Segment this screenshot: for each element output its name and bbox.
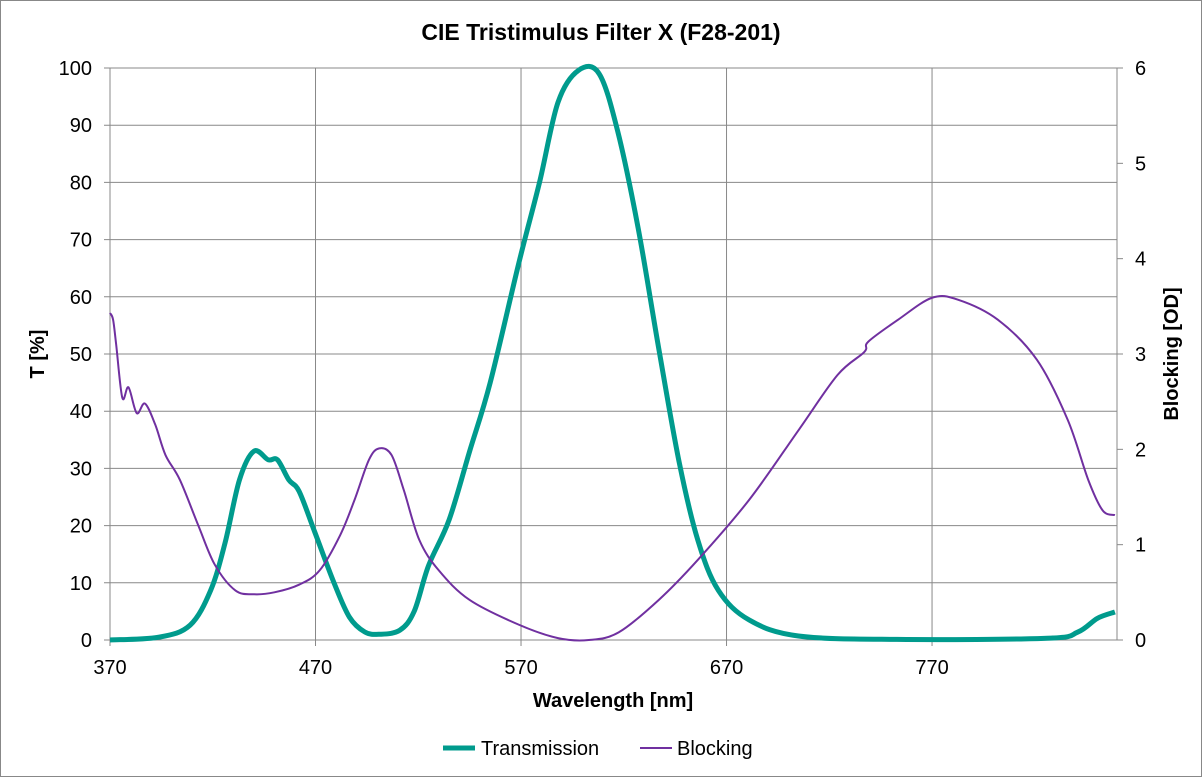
y-tick-label: 80 [70,172,92,194]
chart-title: CIE Tristimulus Filter X (F28-201) [421,19,780,45]
x-tick-label: 470 [299,657,332,679]
y2-tick-label: 0 [1135,630,1146,652]
y2-tick-label: 4 [1135,249,1146,271]
y-tick-label: 50 [70,344,92,366]
x-tick-label: 770 [915,657,948,679]
x-axis-label: Wavelength [nm] [533,690,693,712]
series-line-blocking [109,294,1116,642]
x-tick-label: 670 [710,657,743,679]
legend-label-transmission: Transmission [481,738,599,760]
y2-tick-label: 1 [1135,535,1146,557]
y-tick-label: 60 [70,287,92,309]
series-line-transmission [109,63,1116,643]
y2-tick-label: 5 [1135,153,1146,175]
y-tick-label: 40 [70,401,92,423]
y-tick-label: 30 [70,458,92,480]
y2-tick-label: 2 [1135,439,1146,461]
x-tick-label: 570 [504,657,537,679]
y-tick-label: 20 [70,516,92,538]
y2-axis-label: Blocking [OD] [1161,287,1183,420]
y-tick-label: 90 [70,115,92,137]
y-tick-label: 0 [81,630,92,652]
y-tick-label: 10 [70,573,92,595]
y-tick-label: 100 [59,58,92,80]
y2-tick-label: 3 [1135,344,1146,366]
y-tick-label: 70 [70,230,92,252]
x-tick-label: 370 [93,657,126,679]
legend: Transmission Blocking [443,738,753,760]
y-axis-label: T [%] [27,330,49,379]
y2-tick-label: 6 [1135,58,1146,80]
legend-label-blocking: Blocking [677,738,753,760]
